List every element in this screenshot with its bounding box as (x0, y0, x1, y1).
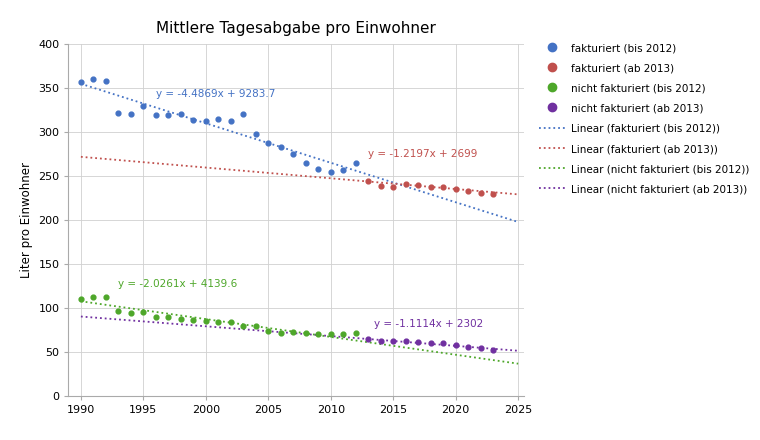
Point (462, 187, 474, 194)
Point (163, 313, 175, 320)
Point (474, 189, 486, 196)
Text: y = -2.0261x + 4139.6: y = -2.0261x + 4139.6 (119, 279, 238, 289)
Point (112, 109, 125, 116)
Point (138, 102, 150, 109)
Point (400, 338, 412, 345)
Point (287, 328, 299, 335)
Point (237, 110, 249, 117)
Point (175, 315, 187, 322)
Point (437, 340, 449, 347)
Text: y = -1.1114x + 2302: y = -1.1114x + 2302 (375, 319, 483, 330)
Point (450, 186, 462, 193)
Point (412, 339, 424, 346)
Point (262, 327, 274, 334)
Point (387, 338, 399, 345)
Point (262, 139, 274, 146)
Point (212, 319, 224, 326)
Point (337, 330, 350, 337)
Point (138, 308, 150, 315)
Point (312, 165, 325, 172)
Point (225, 319, 237, 326)
Point (312, 330, 325, 337)
Point (200, 318, 212, 325)
Point (400, 180, 412, 187)
Point (125, 111, 137, 118)
Point (350, 159, 362, 166)
Point (363, 335, 375, 342)
Point (287, 150, 299, 158)
Point (187, 116, 199, 123)
Point (237, 322, 249, 329)
Point (274, 143, 287, 150)
Text: y = -1.2197x + 2699: y = -1.2197x + 2699 (369, 149, 477, 159)
Point (325, 168, 337, 175)
Point (100, 77, 112, 84)
Point (474, 345, 486, 352)
Point (74, 296, 87, 303)
Point (425, 340, 437, 347)
Point (163, 112, 175, 119)
Text: y = -4.4869x + 9283.7: y = -4.4869x + 9283.7 (156, 89, 275, 99)
Point (437, 184, 449, 191)
Point (350, 329, 362, 336)
Point (250, 130, 262, 137)
Legend: fakturiert (bis 2012), fakturiert (ab 2013), nicht fakturiert (bis 2012), nicht : fakturiert (bis 2012), fakturiert (ab 20… (539, 42, 749, 194)
Y-axis label: Liter pro Einwohner: Liter pro Einwohner (20, 162, 33, 278)
Point (274, 329, 287, 336)
Point (125, 310, 137, 317)
Point (363, 178, 375, 185)
Point (375, 337, 387, 344)
Point (299, 159, 312, 166)
Point (250, 322, 262, 329)
Point (212, 115, 224, 122)
Point (487, 347, 499, 354)
Point (150, 112, 162, 119)
Point (112, 307, 125, 314)
Point (150, 313, 162, 320)
Point (375, 182, 387, 189)
Point (200, 117, 212, 124)
Point (187, 317, 199, 324)
Point (299, 329, 312, 336)
Title: Mittlere Tagesabgabe pro Einwohner: Mittlere Tagesabgabe pro Einwohner (157, 21, 436, 36)
Point (412, 181, 424, 188)
Point (337, 166, 350, 173)
Point (175, 111, 187, 118)
Point (387, 184, 399, 191)
Point (325, 331, 337, 338)
Point (87, 76, 100, 83)
Point (487, 191, 499, 198)
Point (425, 183, 437, 190)
Point (74, 78, 87, 85)
Point (462, 343, 474, 350)
Point (100, 294, 112, 301)
Point (87, 293, 100, 300)
Point (225, 117, 237, 124)
Point (450, 341, 462, 348)
